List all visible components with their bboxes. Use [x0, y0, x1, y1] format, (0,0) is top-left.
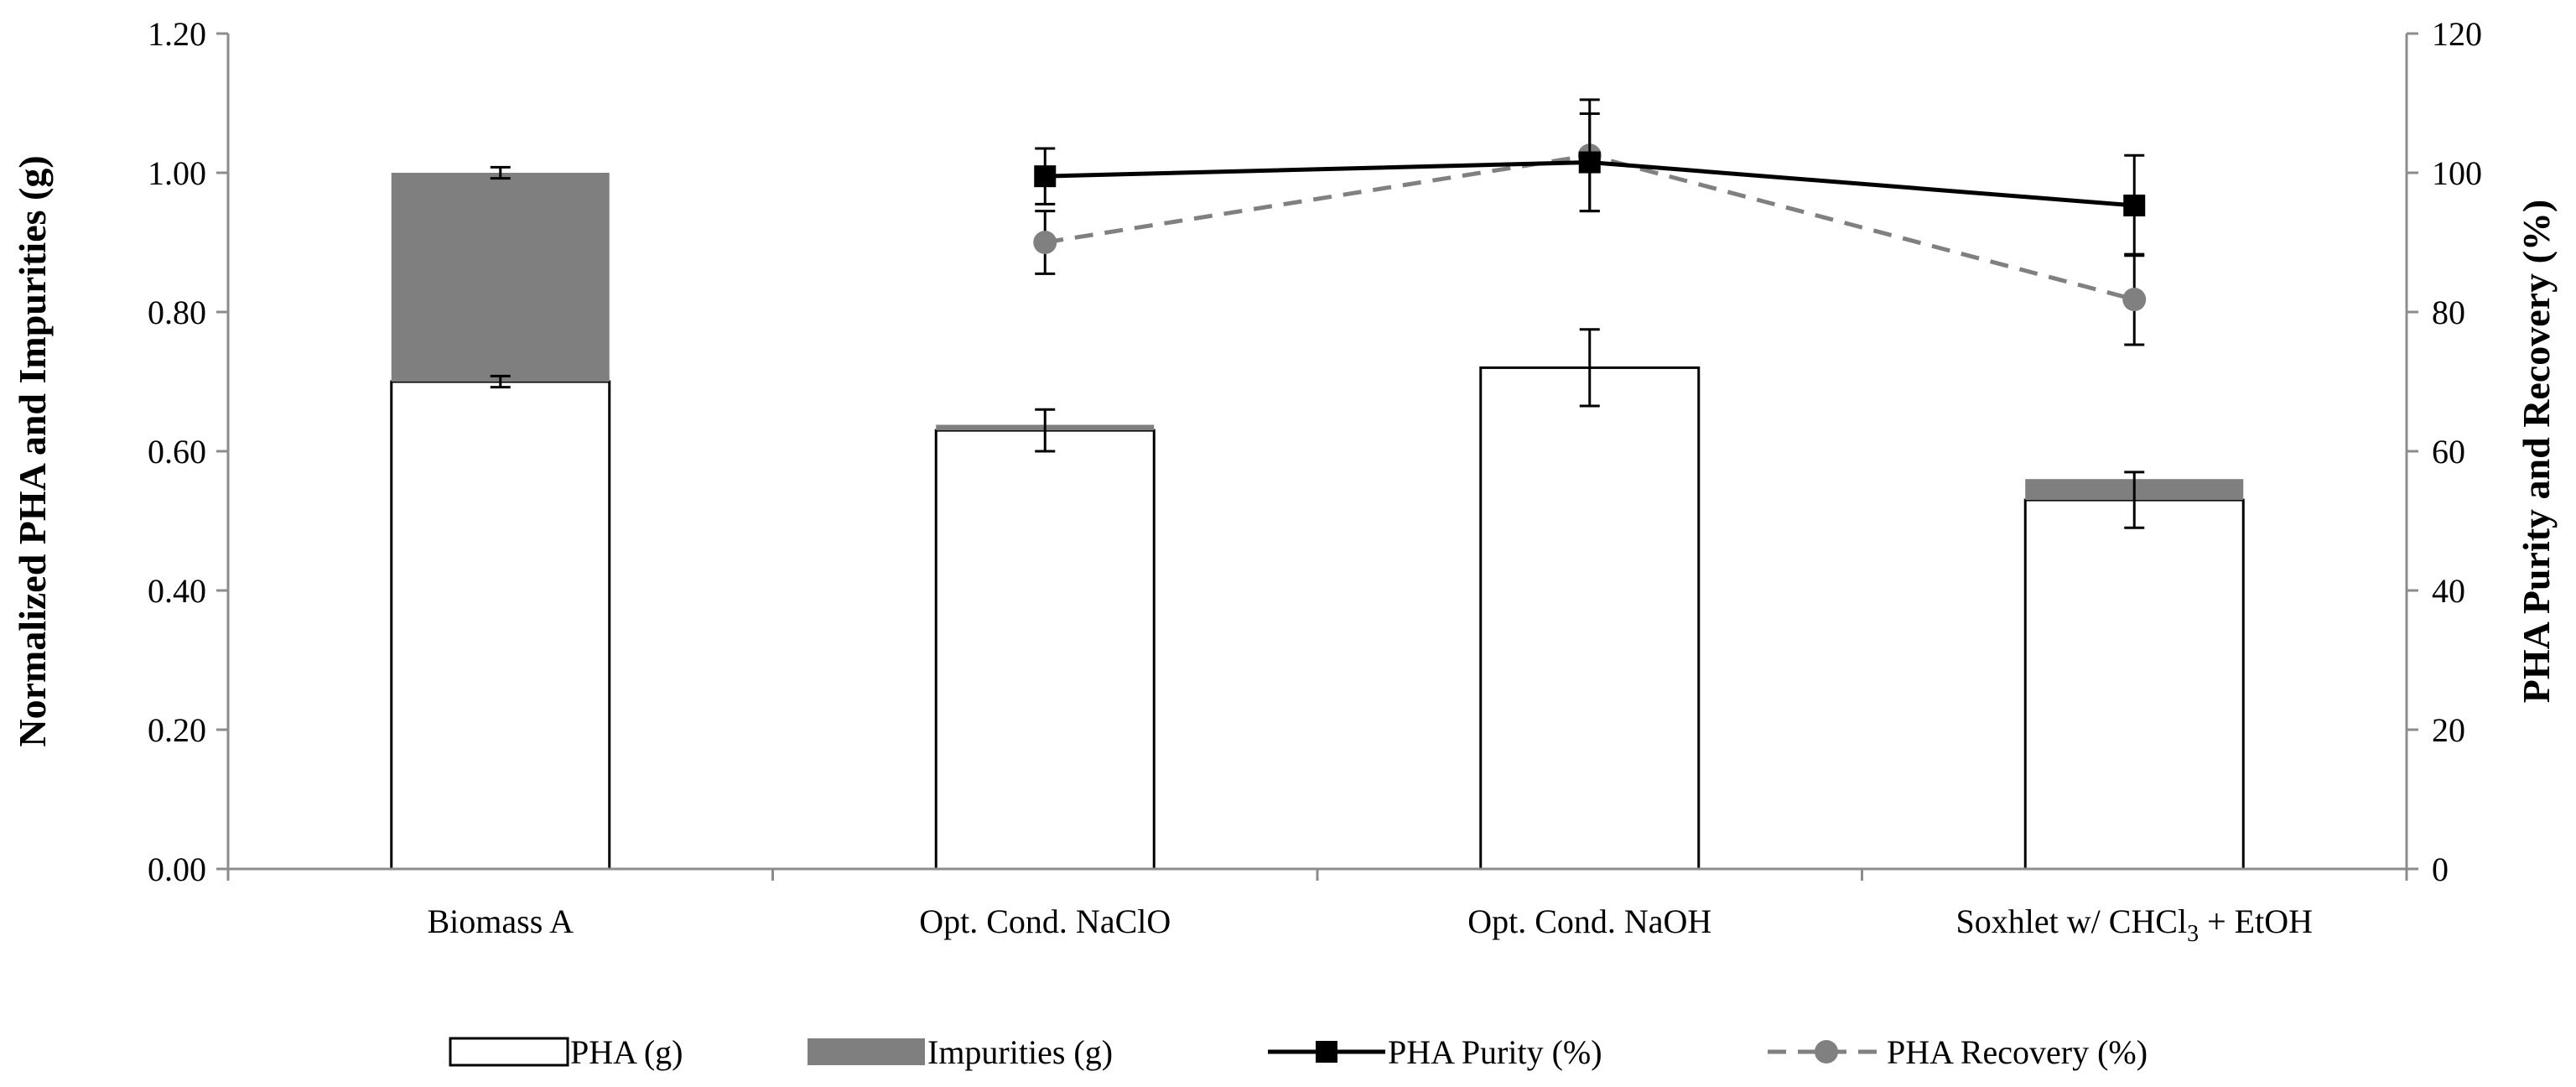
pha-error-bar [1035, 408, 1056, 453]
right-axis-title: PHA Purity and Recovery (%) [2515, 200, 2558, 703]
legend-impurities-swatch [808, 1038, 925, 1065]
legend-impurities-label: Impurities (g) [927, 1033, 1113, 1071]
left-axis-tick-label: 0.00 [148, 850, 206, 888]
pha-error-bar [1579, 328, 1600, 408]
purity-point [1034, 165, 1057, 188]
legend-pha-label: PHA (g) [570, 1033, 683, 1071]
pha-bar [934, 429, 1156, 871]
left-axis-tick-label: 1.20 [148, 15, 206, 53]
legend-recovery-label: PHA Recovery (%) [1887, 1033, 2148, 1071]
left-axis-tick-label: 0.80 [148, 294, 206, 331]
pha-error-bar [490, 374, 511, 389]
recovery-point [2122, 288, 2147, 312]
left-axis-title: Normalized PHA and Impurities (g) [11, 155, 54, 746]
right-axis-tick-label: 0 [2432, 850, 2449, 888]
purity-point [1578, 151, 1601, 174]
pha-bar [2023, 498, 2245, 871]
x-axis-category-label: Biomass A [428, 902, 574, 940]
left-axis-tick-label: 0.40 [148, 572, 206, 610]
axes-layer: 0.00 0.20 0.40 0.60 0.80 1.00 1.20 0 20 40 60 80 100… [148, 15, 2482, 947]
right-axis-tick-label: 40 [2432, 572, 2465, 610]
legend: PHA (g) Impurities (g) PHA Purity (%) PH… [449, 1033, 2148, 1071]
legend-recovery-marker [1815, 1040, 1838, 1064]
right-axis-tick-label: 60 [2432, 433, 2465, 471]
left-axis-tick-label: 0.20 [148, 711, 206, 749]
left-axis-tick-label: 1.00 [148, 154, 206, 192]
x-axis-category-label: Opt. Cond. NaOH [1467, 902, 1711, 940]
pha-bar [1479, 366, 1701, 871]
impurities-error-bar [490, 165, 511, 180]
left-axis-tick-label: 0.60 [148, 433, 206, 471]
x-axis-category-label: Soxhlet w/ CHCl3 + EtOH [1956, 902, 2313, 947]
lines-layer [1033, 98, 2147, 346]
pha-bar [390, 380, 611, 871]
right-axis-tick-label: 20 [2432, 711, 2465, 749]
right-axis-tick-label: 100 [2432, 154, 2482, 192]
legend-purity-label: PHA Purity (%) [1388, 1033, 1602, 1071]
bars-layer [390, 165, 2245, 871]
recovery-point [1033, 231, 1057, 254]
legend-purity-marker [1316, 1041, 1337, 1063]
purity-point [2123, 195, 2146, 217]
legend-pha-swatch [449, 1037, 569, 1067]
impurities-bar [391, 173, 610, 382]
pha-error-bar [2124, 471, 2145, 529]
right-axis-tick-label: 120 [2432, 15, 2482, 53]
x-axis-category-label: Opt. Cond. NaClO [919, 902, 1171, 940]
right-axis-tick-label: 80 [2432, 294, 2465, 331]
